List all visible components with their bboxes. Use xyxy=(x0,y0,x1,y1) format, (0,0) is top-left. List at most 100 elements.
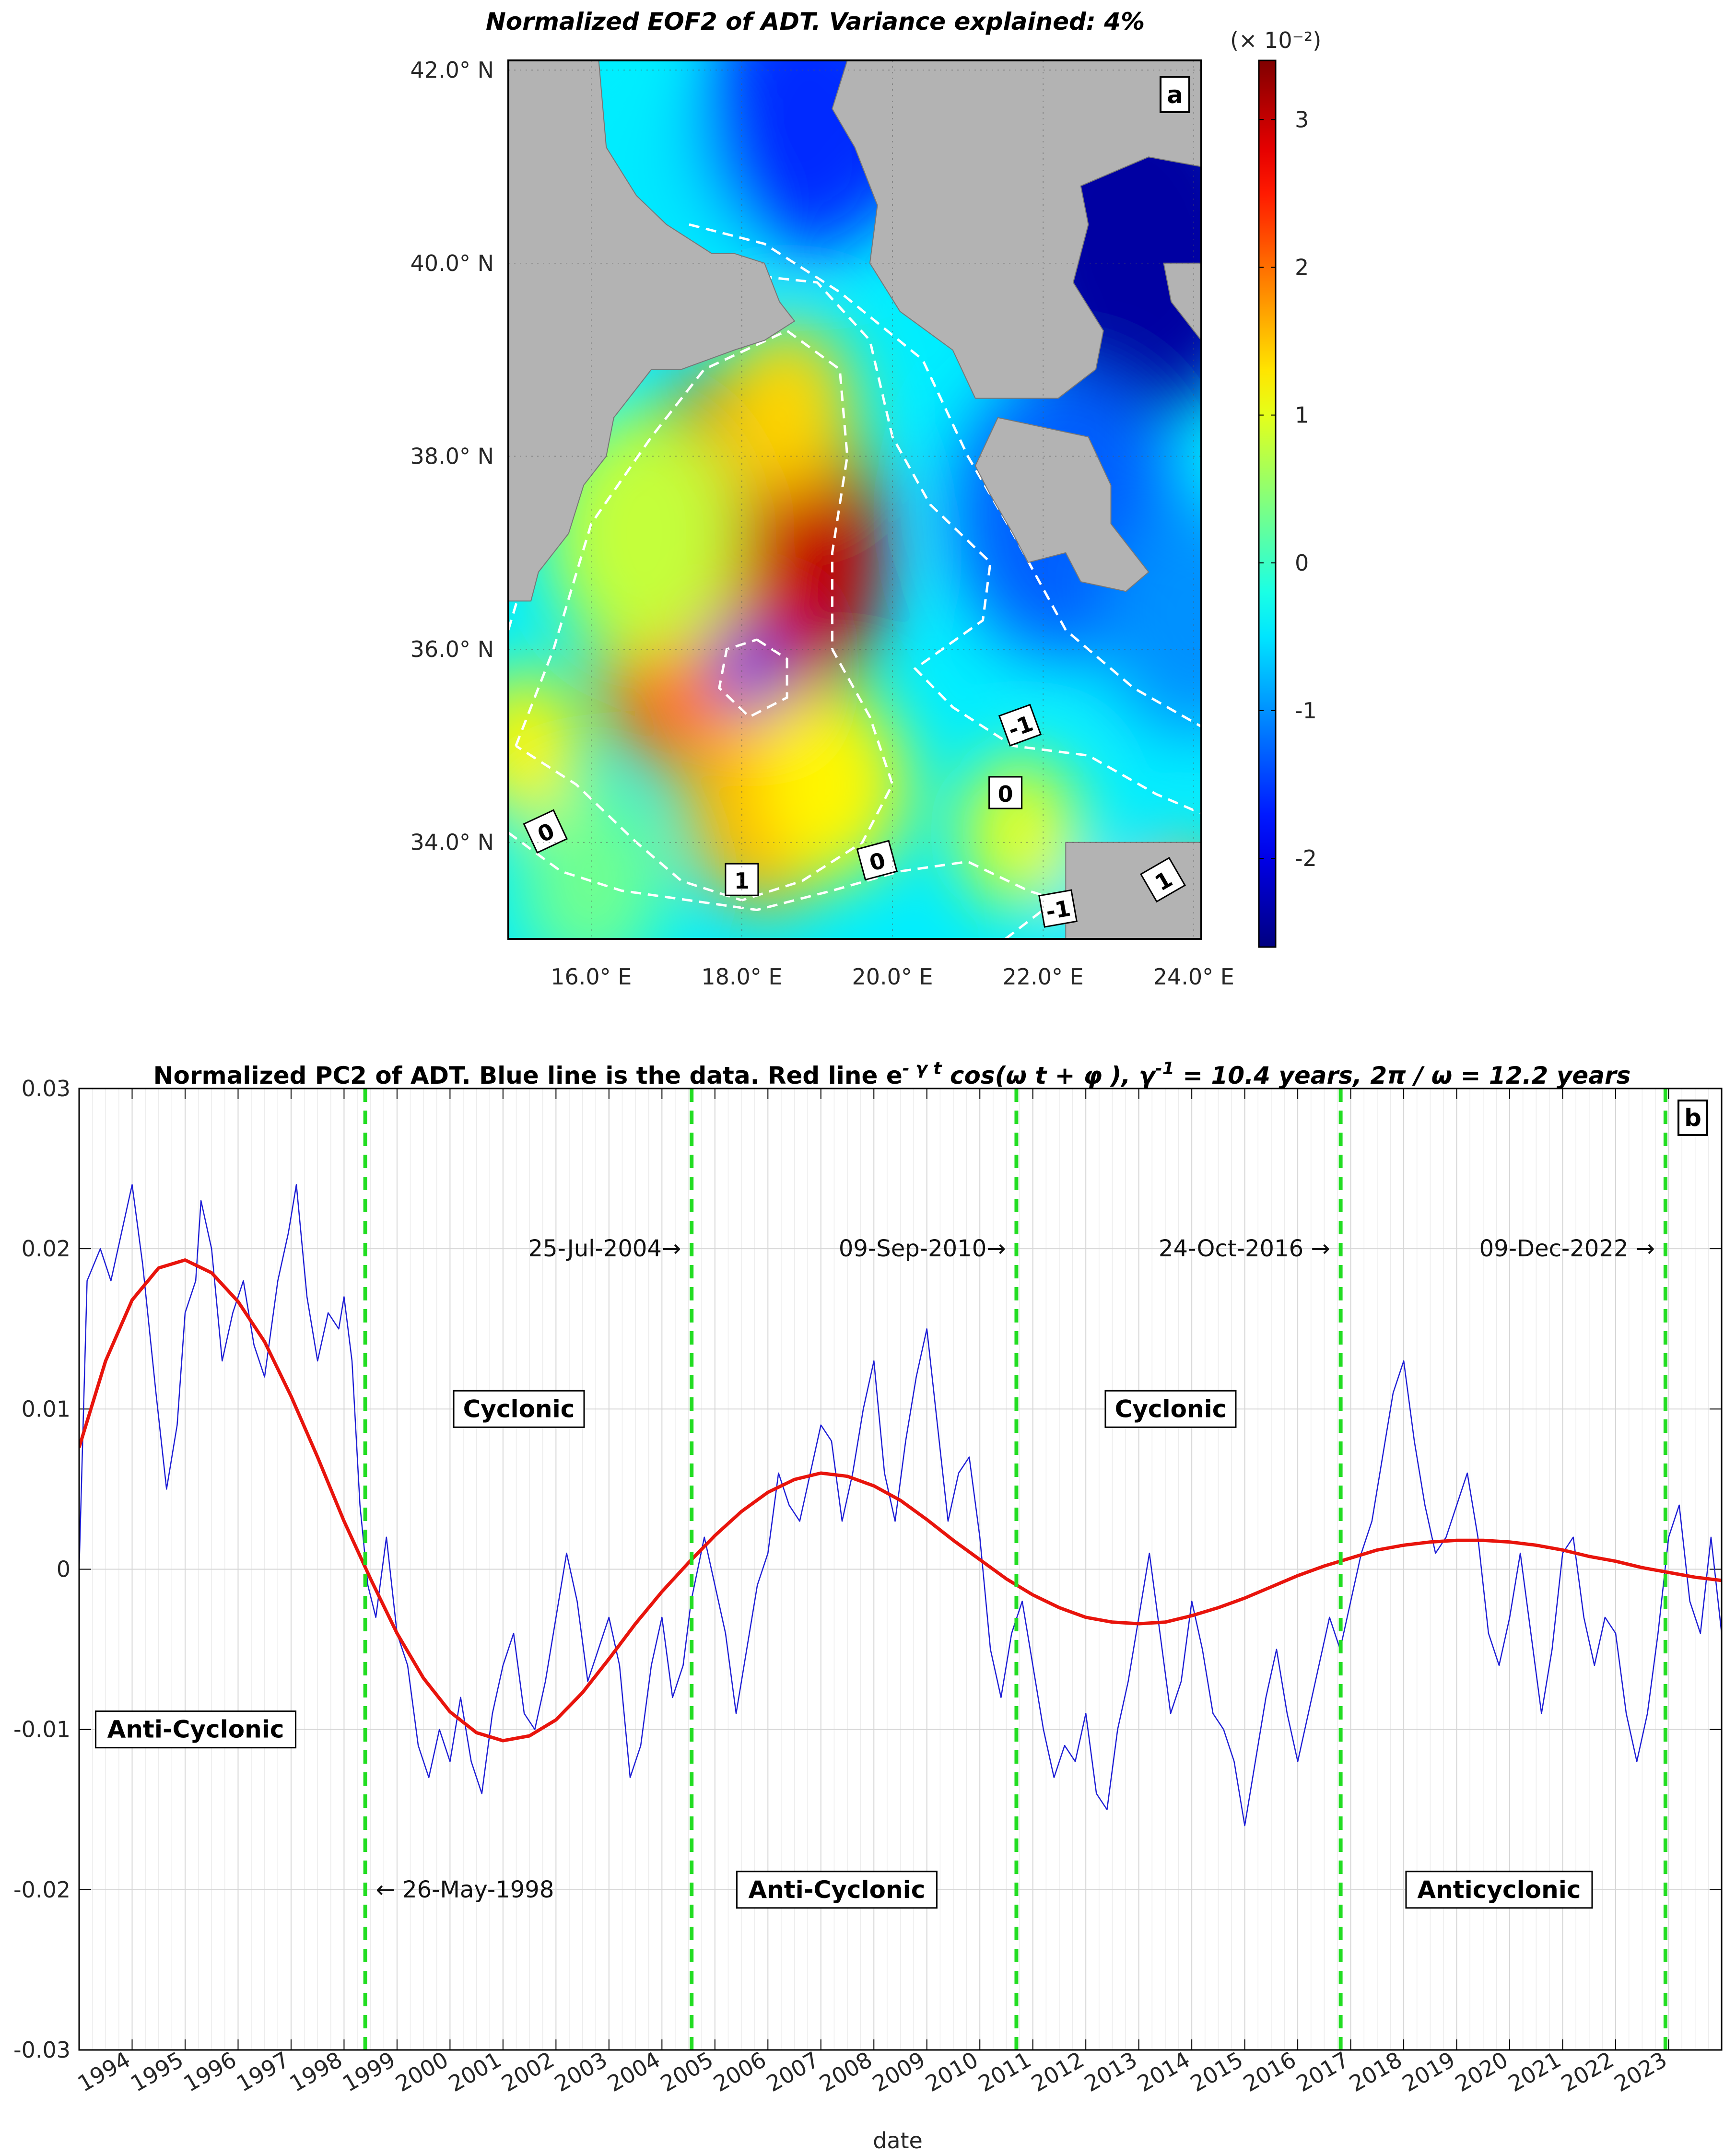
pc2-timeseries-panel: Normalized PC2 of ADT. Blue line is the … xyxy=(13,1059,1723,2154)
ts-x-tick-label: 2021 xyxy=(1504,2047,1565,2097)
ts-x-tick-label: 2017 xyxy=(1292,2047,1353,2097)
ts-x-tick-label: 2013 xyxy=(1080,2047,1141,2097)
colorbar-tick-label: 3 xyxy=(1295,106,1309,132)
colorbar: 3 2 1 0 -1 -2 (× 10⁻²) xyxy=(1230,27,1321,948)
map-y-tick-label: 42.0° N xyxy=(411,57,494,83)
contour-line xyxy=(508,271,1201,815)
contour-label: -1 xyxy=(1038,889,1078,928)
land-mass xyxy=(1065,842,1201,939)
ts-x-tick-label: 2008 xyxy=(815,2047,876,2097)
ts-plot-area: 0.03 0.02 0.01 0 -0.01 -0.02 -0.03 199419951996… xyxy=(13,1076,1723,2097)
contour-label: 0 xyxy=(988,776,1023,809)
colorbar-tick-label: 2 xyxy=(1295,254,1309,280)
contour-label: 1 xyxy=(725,863,759,896)
map-plot-area: -1 0 0 1 0 -1 1 xyxy=(508,60,1201,939)
ts-xlabel: date xyxy=(873,2128,923,2154)
regime-label: Anti-Cyclonic xyxy=(736,1871,938,1909)
eof-anomaly-blob xyxy=(516,784,667,939)
eof-anomaly-blob xyxy=(508,668,584,823)
ts-x-tick-label: 2010 xyxy=(921,2047,982,2097)
ts-y-tick-label: 0 xyxy=(57,1557,70,1582)
contour-label: 0 xyxy=(856,840,898,881)
land-mass xyxy=(832,60,1201,399)
ts-y-tick-label: 0.03 xyxy=(22,1076,70,1101)
land-mass xyxy=(974,417,1150,592)
regime-label: Cyclonic xyxy=(453,1390,585,1428)
colorbar-multiplier: (× 10⁻²) xyxy=(1230,27,1321,53)
eof2-map-panel: Normalized EOF2 of ADT. Variance explain… xyxy=(411,8,1322,990)
eof-anomaly-blob xyxy=(719,321,855,495)
ts-x-tick-label: 2023 xyxy=(1610,2047,1671,2097)
contour-line xyxy=(689,223,1201,728)
ts-x-tick-label: 2022 xyxy=(1557,2047,1618,2097)
svg-text:Anticyclonic: Anticyclonic xyxy=(1417,1876,1581,1904)
ts-x-tick-label: 1995 xyxy=(126,2047,188,2097)
ts-x-tick-label: 2005 xyxy=(656,2047,717,2097)
contour-label: 1 xyxy=(1139,856,1186,903)
ts-title: Normalized PC2 of ADT. Blue line is the … xyxy=(153,1059,1631,1090)
land-mass xyxy=(508,60,796,602)
svg-text:Anti-Cyclonic: Anti-Cyclonic xyxy=(748,1876,925,1904)
regime-label: Anticyclonic xyxy=(1405,1871,1593,1909)
ts-x-tick-label: 1996 xyxy=(179,2047,241,2097)
ts-x-tick-label: 2019 xyxy=(1398,2047,1459,2097)
ts-y-tick-label: -0.02 xyxy=(13,1877,70,1903)
regime-shift-date-label: 24-Oct-2016 → xyxy=(1159,1235,1330,1262)
ts-x-tick-label: 2004 xyxy=(603,2047,664,2097)
ts-x-tick-label: 1999 xyxy=(338,2047,399,2097)
map-y-tick-label: 34.0° N xyxy=(411,830,494,855)
ts-x-tick-label: 2009 xyxy=(868,2047,929,2097)
ts-x-tick-label: 2014 xyxy=(1133,2047,1194,2097)
ts-x-tick-label: 2011 xyxy=(974,2047,1035,2097)
ts-x-tick-label: 2003 xyxy=(550,2047,611,2097)
ts-x-tick-label: 2002 xyxy=(497,2047,558,2097)
colorbar-scale xyxy=(1258,59,1277,948)
colorbar-tick-label: 1 xyxy=(1295,402,1309,428)
panel-letter-b: b xyxy=(1677,1100,1708,1136)
ts-x-tick-label: 1998 xyxy=(285,2047,347,2097)
contour-label: -1 xyxy=(998,703,1042,747)
ts-y-tick-label: -0.01 xyxy=(13,1717,70,1743)
eof-anomaly-blob xyxy=(715,625,784,712)
ts-x-tick-label: 1997 xyxy=(232,2047,293,2097)
svg-text:-1: -1 xyxy=(1044,895,1073,925)
map-title: Normalized EOF2 of ADT. Variance explain… xyxy=(486,8,1145,35)
map-frame xyxy=(507,59,1202,940)
svg-text:Anti-Cyclonic: Anti-Cyclonic xyxy=(107,1716,284,1744)
series-fit xyxy=(79,1258,1722,1743)
regime-label: Cyclonic xyxy=(1104,1390,1237,1428)
ts-x-tick-label: 2016 xyxy=(1239,2047,1300,2097)
ts-x-tick-label: 2006 xyxy=(709,2047,770,2097)
svg-text:Cyclonic: Cyclonic xyxy=(463,1395,575,1423)
map-x-tick-label: 24.0° E xyxy=(1153,964,1234,990)
panel-letter-a: a xyxy=(1160,76,1190,113)
map-y-tick-label: 38.0° N xyxy=(411,443,494,469)
map-x-tick-label: 18.0° E xyxy=(701,964,782,990)
map-x-tick-label: 20.0° E xyxy=(852,964,933,990)
map-x-tick-label: 22.0° E xyxy=(1003,964,1084,990)
regime-shift-date-label: 09-Dec-2022 → xyxy=(1479,1235,1655,1262)
map-x-tick-label: 16.0° E xyxy=(551,964,632,990)
ts-x-tick-label: 2020 xyxy=(1451,2047,1512,2097)
svg-text:b: b xyxy=(1684,1104,1701,1132)
ts-y-tick-label: 0.01 xyxy=(22,1396,70,1422)
map-axes: 16.0° E 18.0° E 20.0° E 22.0° E 24.0° E 42.0°… xyxy=(411,57,1234,990)
contour-line xyxy=(718,638,788,719)
ts-x-tick-label: 1994 xyxy=(73,2047,135,2097)
svg-text:0: 0 xyxy=(998,781,1013,807)
ts-x-tick-label: 2000 xyxy=(391,2047,452,2097)
eof-anomaly-blob xyxy=(757,688,908,881)
ts-x-tick-label: 2007 xyxy=(762,2047,823,2097)
contour-label: 0 xyxy=(523,809,568,854)
ts-x-tick-label: 2015 xyxy=(1186,2047,1247,2097)
map-y-tick-label: 40.0° N xyxy=(411,250,494,276)
map-y-tick-label: 36.0° N xyxy=(411,636,494,662)
regime-shift-date-label: ← 26-May-1998 xyxy=(376,1876,554,1903)
ts-frame xyxy=(78,1088,1723,2051)
regime-shift-date-label: 09-Sep-2010→ xyxy=(839,1235,1006,1262)
ts-x-tick-label: 2012 xyxy=(1027,2047,1088,2097)
colorbar-tick-label: -2 xyxy=(1295,845,1317,871)
ts-x-tick-label: 2001 xyxy=(444,2047,505,2097)
contour-line xyxy=(515,329,894,902)
regime-shift-date-label: 25-Jul-2004→ xyxy=(528,1235,681,1262)
